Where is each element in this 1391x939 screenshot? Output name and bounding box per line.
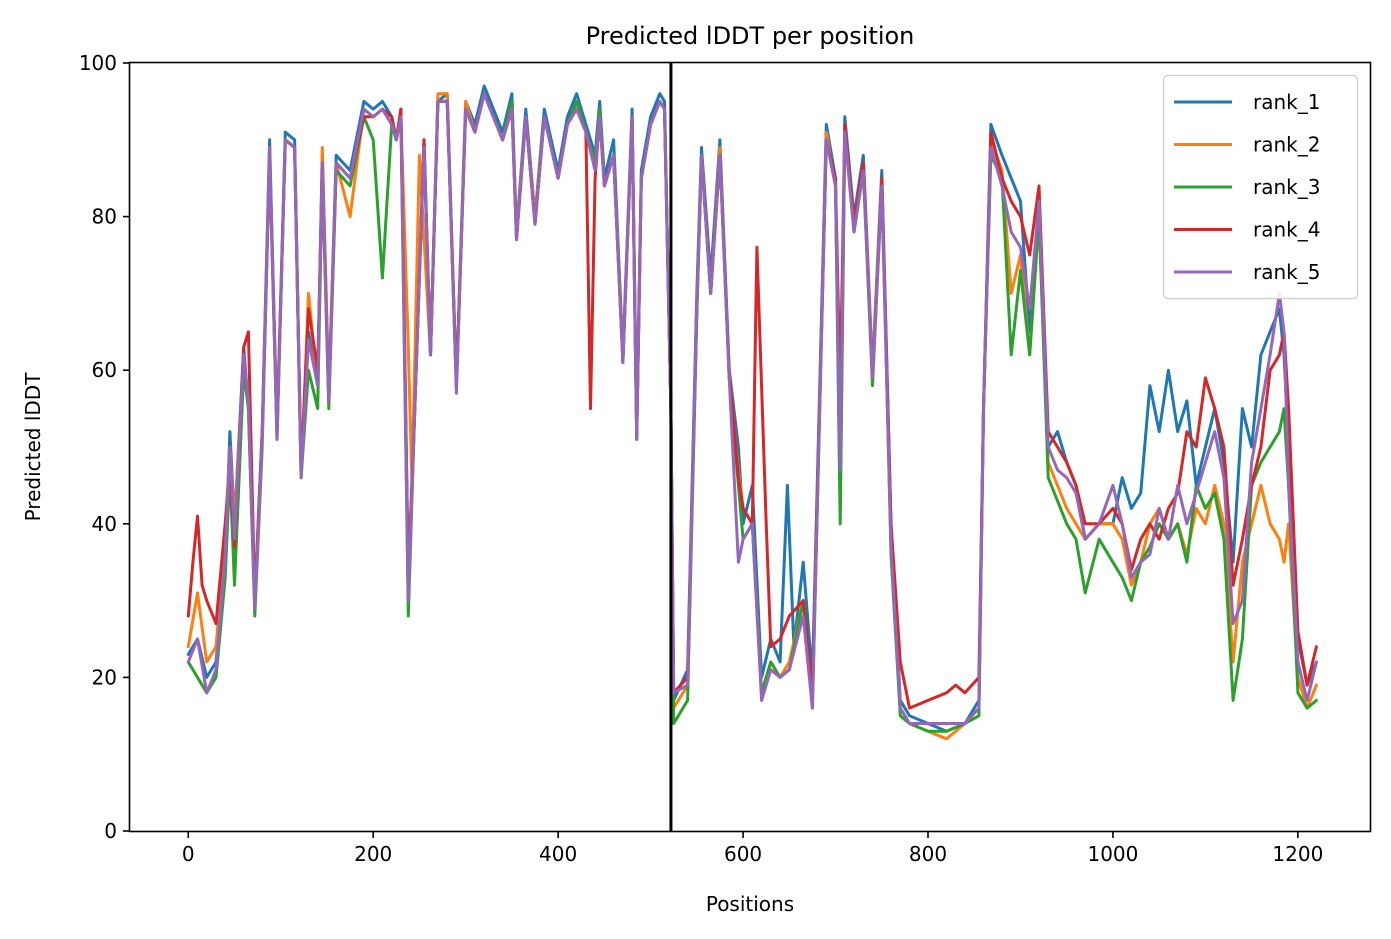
y-tick-label: 40 — [92, 512, 117, 536]
chart-title: Predicted lDDT per position — [586, 22, 915, 50]
plot-lines — [186, 63, 1318, 831]
y-axis-label: Predicted lDDT — [21, 372, 45, 522]
legend: rank_1 rank_2 rank_3 rank_4 rank_5 — [1162, 74, 1359, 300]
y-tick-label: 0 — [104, 819, 117, 843]
y-tick-label: 60 — [92, 358, 117, 382]
x-tick-label: 600 — [724, 842, 762, 866]
legend-label-rank-2: rank_2 — [1253, 133, 1320, 157]
x-tick-label: 0 — [182, 842, 195, 866]
legend-label-rank-4: rank_4 — [1253, 218, 1320, 242]
x-tick-label: 1000 — [1087, 842, 1138, 866]
x-tick-label: 1200 — [1272, 842, 1323, 866]
y-axis-ticks: 0 20 40 60 80 100 — [79, 51, 130, 843]
series-line-rank-1 — [186, 84, 1318, 733]
x-tick-label: 400 — [539, 842, 577, 866]
x-tick-label: 200 — [354, 842, 392, 866]
plot-frame — [128, 61, 1372, 833]
series-line-rank-5 — [186, 92, 1318, 725]
x-axis-label: Positions — [706, 892, 794, 916]
y-tick-label: 100 — [79, 51, 117, 75]
y-tick-label: 80 — [92, 205, 117, 229]
legend-label-rank-3: rank_3 — [1253, 175, 1320, 199]
y-tick-label: 20 — [92, 665, 117, 689]
x-tick-label: 800 — [909, 842, 947, 866]
x-axis-ticks: 0 200 400 600 800 1000 1200 — [182, 831, 1323, 866]
legend-label-rank-1: rank_1 — [1253, 90, 1320, 114]
legend-box — [1162, 74, 1359, 300]
legend-label-rank-5: rank_5 — [1253, 260, 1320, 284]
